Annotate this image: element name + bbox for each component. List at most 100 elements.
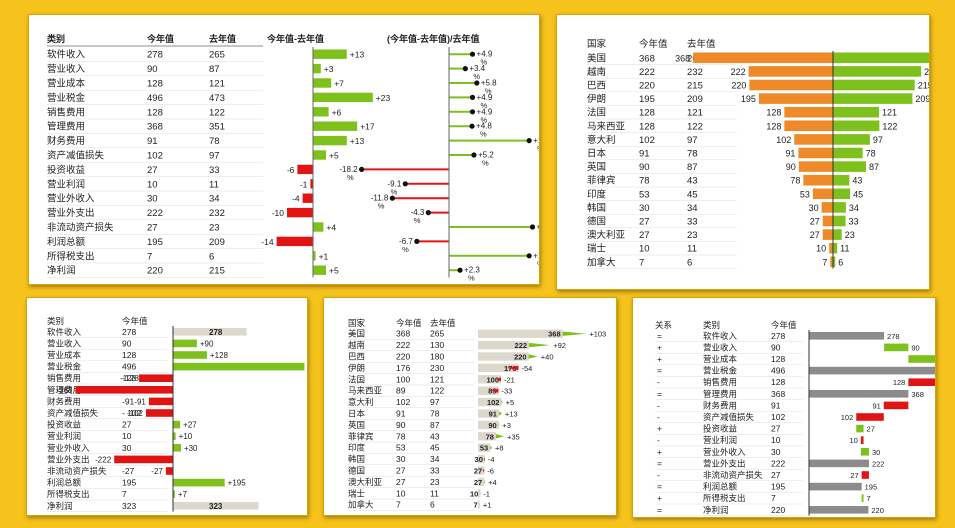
current-bar-label: 53 <box>800 189 810 199</box>
value-bar-label: 27 <box>474 478 482 487</box>
previous-value: 34 <box>209 194 220 205</box>
diff-label: -1 <box>483 489 490 498</box>
current-bar <box>830 256 833 268</box>
previous-bar-label: 121 <box>882 108 897 118</box>
bar-label: +30 <box>184 444 198 453</box>
pct-unit: % <box>482 159 489 168</box>
diff-bar <box>313 222 324 232</box>
current-bar <box>798 161 833 172</box>
value-bar <box>478 420 499 430</box>
relation-symbol: + <box>657 493 662 503</box>
row-value: 128 <box>771 377 785 387</box>
previous-value: 33 <box>430 466 440 476</box>
pct-label: +16.7 <box>533 136 540 145</box>
pct-dot <box>389 195 395 201</box>
column-header: 国家 <box>587 38 607 50</box>
relation-symbol: + <box>657 354 662 364</box>
diff-label: -14 <box>261 237 274 247</box>
row-value: 128 <box>771 354 785 364</box>
value-bar-label: 100 <box>486 375 499 384</box>
diff-label: -21 <box>504 375 515 384</box>
pct-dot <box>457 267 463 273</box>
previous-value: 45 <box>687 189 698 200</box>
row-label: 美国 <box>587 52 606 64</box>
previous-value: 6 <box>430 500 435 510</box>
current-value: 368 <box>396 329 410 339</box>
current-value: 100 <box>396 374 410 384</box>
row-label: 利润总额 <box>47 478 82 488</box>
pct-dot <box>469 51 476 57</box>
current-value: 128 <box>639 121 655 132</box>
previous-value: 473 <box>209 93 225 104</box>
current-value: 27 <box>396 466 406 476</box>
row-value: 27 <box>771 470 781 480</box>
value-bar <box>478 466 485 475</box>
current-bar-label: 128 <box>766 121 781 131</box>
value-bar-label: 222 <box>515 341 528 350</box>
previous-value: 97 <box>687 135 698 146</box>
diff-wedge <box>562 331 587 336</box>
bar-label: 102 <box>841 413 854 422</box>
relation-symbol: = <box>657 366 662 376</box>
bar-label: 27 <box>867 425 875 434</box>
previous-bar <box>833 147 863 159</box>
previous-bar <box>833 202 846 213</box>
relation-symbol: + <box>657 424 662 434</box>
previous-bar-label: 232 <box>924 67 930 77</box>
diff-wedge <box>506 365 519 371</box>
country-variance-panel: 国家 今年值 去年值 美国 368 265 368 +103 越南 222 130 222 +92 巴西 2… <box>323 297 617 516</box>
waterfall-bar <box>908 378 935 386</box>
value-bar-label: 220 <box>514 353 527 362</box>
current-value: 222 <box>639 67 655 78</box>
row-label: 法国 <box>348 374 365 384</box>
value-bar <box>478 363 519 373</box>
current-bar <box>812 188 833 200</box>
row-label: 利润总额 <box>703 482 738 492</box>
row-label: 菲律宾 <box>348 431 374 441</box>
row-label: 马来西亚 <box>587 121 626 132</box>
value-bar <box>478 432 496 441</box>
previous-bar-label: 23 <box>845 230 855 240</box>
relation-symbol: = <box>657 331 662 341</box>
current-bar <box>798 147 833 159</box>
current-value: 7 <box>639 257 644 268</box>
pct-label: -9.1 <box>388 179 402 188</box>
row-value: 10 <box>122 431 132 441</box>
current-value: 27 <box>147 165 158 176</box>
diff-label: +1 <box>319 251 329 261</box>
current-value: 91 <box>639 149 650 160</box>
current-bar-label: 30 <box>809 203 819 213</box>
current-value: 27 <box>639 217 650 228</box>
row-value: 323 <box>122 501 136 511</box>
current-bar <box>784 106 833 118</box>
current-value: 102 <box>639 135 655 146</box>
row-label: 日本 <box>587 148 607 160</box>
bar-label: -222 <box>95 455 112 464</box>
value-bar-label: 102 <box>487 398 500 407</box>
column-header: 去年值 <box>209 33 236 44</box>
pct-unit: % <box>481 58 488 67</box>
diff-label: +1 <box>483 501 492 510</box>
diff-label: -6 <box>287 165 295 175</box>
waterfall-bar <box>165 467 173 475</box>
diff-label: -1 <box>300 179 308 189</box>
column-header: (今年值-去年值)/去年值 <box>387 33 480 44</box>
relation-symbol: = <box>657 458 662 468</box>
row-value: 30 <box>771 447 781 457</box>
relation-symbol: - <box>657 377 660 387</box>
column-header: 关系 <box>655 320 672 330</box>
diff-label: +6 <box>332 107 342 117</box>
bar-label: 7 <box>867 494 871 503</box>
pct-dot <box>526 253 532 259</box>
current-bar <box>822 215 833 227</box>
previous-value: 87 <box>209 64 220 75</box>
row-label: 营业外收入 <box>47 443 90 453</box>
diff-bar <box>313 92 373 103</box>
previous-bar <box>833 120 880 132</box>
pct-unit: % <box>402 245 409 254</box>
diff-bar <box>313 135 347 146</box>
diff-wedge <box>483 456 485 462</box>
current-bar <box>829 242 833 254</box>
row-label: 越南 <box>587 66 606 78</box>
